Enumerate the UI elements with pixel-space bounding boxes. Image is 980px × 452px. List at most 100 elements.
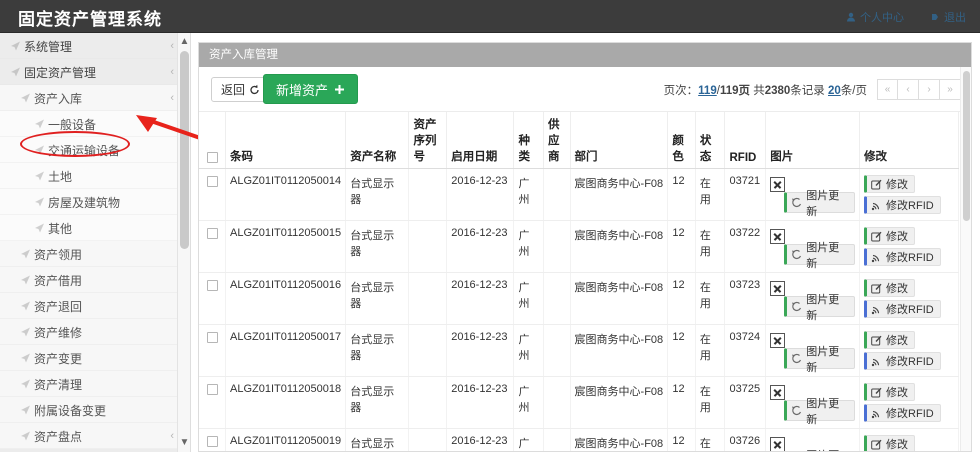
pagination-current-page[interactable]: 119: [698, 84, 717, 97]
table-row[interactable]: ALGZ01IT0112050014 台式显示器 2016-12-23 广州 宸图商务中…: [199, 168, 959, 221]
row-checkbox[interactable]: [206, 227, 218, 239]
table-row[interactable]: ALGZ01IT0112050015 台式显示器 2016-12-23 广州 宸图商务中…: [199, 220, 959, 273]
nav-arrow-icon: [34, 144, 45, 155]
sidebar-item-label: 资产退回: [34, 299, 83, 314]
cell-sn: [408, 272, 448, 325]
first-page-button[interactable]: «: [877, 79, 898, 100]
edit-button-label: 修改: [886, 387, 909, 399]
sidebar-item-0[interactable]: 系统管理 ‹: [0, 33, 190, 59]
image-update-button[interactable]: 图片更新: [784, 242, 856, 270]
top-nav-user[interactable]: 个人中心: [846, 9, 904, 25]
panel-title: 资产入库管理: [199, 43, 971, 67]
cell-date: 2016-12-23: [446, 428, 515, 451]
sidebar-item-3[interactable]: 一般设备: [0, 111, 190, 137]
sidebar-scrollbar[interactable]: ▲ ▼: [177, 33, 190, 452]
edit-rfid-button[interactable]: 修改RFID: [864, 404, 941, 422]
sidebar-item-8[interactable]: 资产领用: [0, 241, 190, 267]
edit-rfid-button[interactable]: 修改RFID: [864, 248, 941, 266]
edit-rfid-button-label: 修改RFID: [886, 200, 934, 212]
edit-rfid-button[interactable]: 修改RFID: [864, 300, 941, 318]
edit-button[interactable]: 修改: [864, 435, 916, 451]
pagination-page-size[interactable]: 20: [828, 84, 841, 97]
chevron-up-icon[interactable]: ▲: [179, 36, 190, 47]
sidebar-item-4[interactable]: 交通运输设备: [0, 137, 190, 163]
sidebar-item-7[interactable]: 其他: [0, 215, 190, 241]
sidebar-item-16[interactable]: 仓库管理‹: [0, 449, 190, 452]
app-title: 固定资产管理系统: [18, 10, 162, 29]
sidebar-item-label: 资产借用: [34, 273, 83, 288]
chevron-down-icon[interactable]: ▼: [179, 437, 190, 448]
next-page-button[interactable]: ›: [919, 79, 940, 100]
sidebar-item-label: 其他: [48, 221, 73, 236]
sidebar-item-6[interactable]: 房屋及建筑物: [0, 189, 190, 215]
back-button[interactable]: 返回: [211, 77, 271, 102]
row-action-group: 修改修改RFID: [864, 227, 954, 266]
sidebar-item-13[interactable]: 资产清理: [0, 371, 190, 397]
row-checkbox[interactable]: [206, 279, 218, 291]
pagination-page-size-suffix: 条/页: [840, 84, 867, 97]
edit-button[interactable]: 修改: [864, 279, 916, 297]
edit-rfid-button[interactable]: 修改RFID: [864, 196, 941, 214]
content-scrollbar-thumb[interactable]: [963, 71, 970, 221]
row-checkbox[interactable]: [206, 383, 218, 395]
sidebar-item-5[interactable]: 土地: [0, 163, 190, 189]
nav-arrow-icon: [34, 170, 45, 181]
add-asset-button[interactable]: 新增资产: [263, 74, 359, 104]
nav-arrow-icon: [20, 274, 31, 285]
sidebar-item-10[interactable]: 资产退回: [0, 293, 190, 319]
sidebar-item-12[interactable]: 资产变更: [0, 345, 190, 371]
cell-name: 台式显示器: [345, 272, 410, 325]
edit-rfid-button[interactable]: 修改RFID: [864, 352, 941, 370]
content-scrollbar[interactable]: [960, 67, 971, 451]
back-button-label: 返回: [221, 83, 246, 97]
cell-color: 12: [667, 168, 696, 221]
sidebar-item-2[interactable]: 资产入库 ‹: [0, 85, 190, 111]
sidebar-scrollbar-thumb[interactable]: [180, 51, 189, 249]
nav-arrow-icon: [20, 92, 31, 103]
table-row[interactable]: ALGZ01IT0112050017 台式显示器 2016-12-23 广州 宸图商务中…: [199, 324, 959, 377]
nav-arrow-icon: [20, 378, 31, 389]
last-page-button[interactable]: »: [940, 79, 961, 100]
edit-button[interactable]: 修改: [864, 331, 916, 349]
row-checkbox[interactable]: [206, 175, 218, 187]
column-header-date: 启用日期: [446, 112, 515, 169]
prev-page-button[interactable]: ‹: [898, 79, 919, 100]
sidebar-item-9[interactable]: 资产借用: [0, 267, 190, 293]
broken-image-icon: [770, 333, 786, 348]
select-all-checkbox[interactable]: [206, 152, 218, 164]
cell-state: 在用: [695, 220, 726, 273]
image-update-label: 图片更新: [806, 397, 840, 426]
cell-date: 2016-12-23: [446, 376, 515, 429]
image-update-button[interactable]: 图片更新: [784, 346, 856, 374]
image-update-button[interactable]: 图片更新: [784, 294, 856, 322]
top-nav-logout[interactable]: 退出: [930, 9, 966, 25]
cell-rfid: 03726: [724, 428, 767, 451]
sidebar-item-11[interactable]: 资产维修: [0, 319, 190, 345]
edit-button-label: 修改: [886, 231, 909, 243]
table-row[interactable]: ALGZ01IT0112050016 台式显示器 2016-12-23 广州 宸图商务中…: [199, 272, 959, 325]
sidebar-item-label: 系统管理: [24, 39, 73, 54]
edit-button[interactable]: 修改: [864, 227, 916, 245]
sidebar-item-15[interactable]: 资产盘点 ‹: [0, 423, 190, 449]
signal-wave-icon: [871, 408, 882, 419]
edit-button[interactable]: 修改: [864, 175, 916, 193]
pencil-square-icon: [871, 439, 882, 450]
table-header-row: 条码 资产名称 资产序列号 启用日期 种类 供应商 部门 颜色 状态 RFID 图片 修改: [199, 112, 959, 169]
image-update-button[interactable]: 图片更新: [784, 190, 856, 218]
pencil-square-icon: [871, 231, 882, 242]
row-checkbox[interactable]: [206, 435, 218, 447]
cell-image: 图片更新: [765, 168, 861, 221]
image-update-button[interactable]: 图片更新: [784, 398, 856, 426]
sidebar-item-1[interactable]: 固定资产管理 ‹: [0, 59, 190, 85]
sidebar-item-14[interactable]: 附属设备变更: [0, 397, 190, 423]
sidebar-item-label: 资产变更: [34, 351, 83, 366]
edit-button[interactable]: 修改: [864, 383, 916, 401]
row-checkbox[interactable]: [206, 331, 218, 343]
table-row[interactable]: ALGZ01IT0112050018 台式显示器 2016-12-23 广州 宸图商务中…: [199, 376, 959, 429]
nav-arrow-icon: [10, 40, 21, 51]
edit-button-label: 修改: [886, 179, 909, 191]
broken-image-icon: [770, 229, 786, 244]
